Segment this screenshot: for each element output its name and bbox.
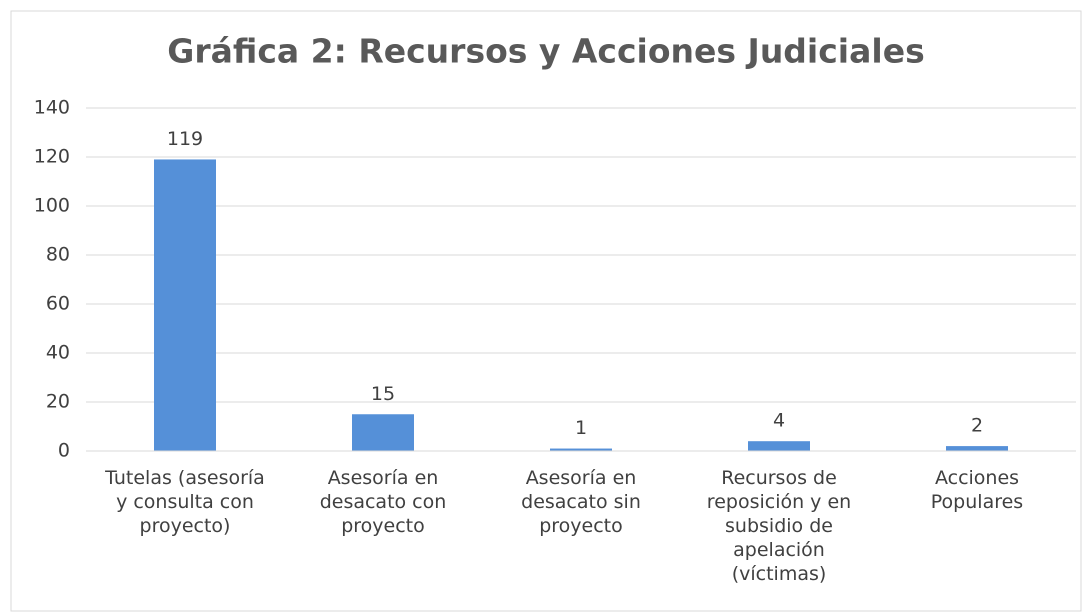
- x-tick-label: Tutelas (asesoría y consulta con proyecto): [104, 467, 265, 537]
- bar: [946, 446, 1008, 451]
- y-tick-label: 100: [34, 195, 70, 217]
- y-tick-label: 60: [46, 293, 70, 315]
- chart-title: Gráfica 2: Recursos y Acciones Judiciale…: [167, 32, 924, 71]
- bar: [748, 441, 810, 451]
- y-tick-label: 20: [46, 391, 70, 413]
- x-tick-label: Acciones Populares: [931, 467, 1023, 513]
- y-tick-label: 120: [34, 146, 70, 168]
- x-tick-label: Recursos de reposición y en subsidio de ape…: [707, 467, 851, 585]
- bar: [154, 159, 216, 451]
- data-label: 119: [167, 128, 203, 150]
- x-tick-label: Asesoría en desacato sin proyecto: [521, 467, 641, 537]
- data-label: 4: [773, 410, 785, 432]
- bar: [352, 414, 414, 451]
- y-tick-label: 80: [46, 244, 70, 266]
- data-label: 15: [371, 383, 395, 405]
- data-label: 1: [575, 417, 587, 439]
- y-tick-label: 0: [58, 440, 70, 462]
- data-label: 2: [971, 415, 983, 437]
- y-tick-label: 40: [46, 342, 70, 364]
- x-tick-label: Asesoría en desacato con proyecto: [320, 467, 447, 537]
- bar: [550, 448, 612, 451]
- y-tick-label: 140: [34, 97, 70, 119]
